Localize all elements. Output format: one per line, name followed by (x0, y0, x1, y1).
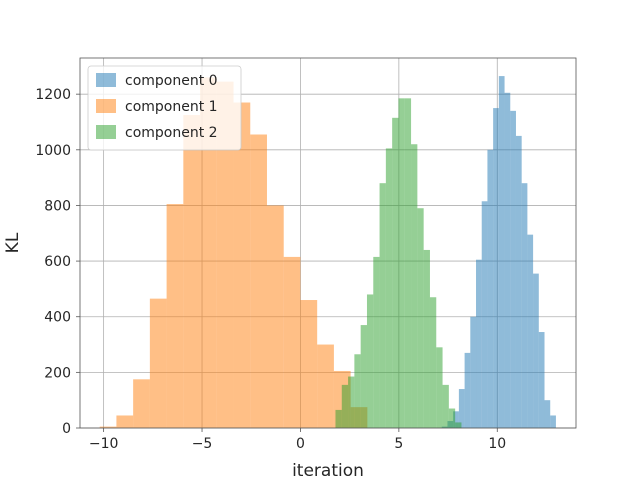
y-tick-label-3: 600 (44, 254, 71, 270)
histogram-bars (99, 76, 556, 429)
bar-series-0-bin-18 (544, 400, 551, 428)
bar-series-2-bin-11 (404, 98, 412, 428)
bar-series-2-bin-18 (448, 408, 456, 428)
bar-series-2-bin-12 (411, 144, 418, 428)
y-tick-label-6: 1200 (35, 87, 71, 103)
y-axis-ticks: 0 200 400 600 800 1000 1200 (35, 87, 80, 437)
legend-box (87, 65, 242, 151)
series-1-bars (99, 77, 368, 429)
y-tick-label-2: 400 (44, 310, 71, 326)
bar-series-1-bin-5 (183, 115, 201, 428)
bar-series-0-bin-2 (453, 411, 459, 428)
bar-series-0-bin-15 (527, 234, 534, 428)
bar-series-0-bin-4 (464, 352, 471, 428)
bar-series-0-bin-12 (510, 110, 516, 428)
bar-series-0-bin-3 (458, 389, 465, 428)
y-tick-label-1: 200 (44, 365, 71, 381)
bar-series-2-bin-5 (366, 294, 374, 428)
legend-swatch-component-2 (96, 125, 116, 139)
bar-series-1-bin-6 (200, 77, 217, 428)
y-tick-label-5: 1000 (35, 143, 71, 159)
bar-series-0-bin-10 (498, 76, 505, 429)
bar-series-1-bin-13 (317, 344, 334, 428)
bar-series-0-bin-5 (470, 316, 477, 428)
bar-series-2-bin-9 (392, 117, 399, 429)
y-tick-label-4: 800 (44, 198, 71, 214)
bar-series-1-bin-2 (133, 379, 150, 428)
bar-series-2-bin-1 (341, 384, 349, 428)
series-0-bars (441, 76, 556, 429)
bar-series-2-bin-0 (335, 409, 342, 428)
bar-series-0-bin-13 (515, 135, 522, 429)
bar-series-2-bin-16 (436, 347, 443, 428)
bar-series-1-bin-1 (116, 415, 134, 428)
bar-series-1-bin-9 (250, 134, 267, 428)
x-tick-label-4: 10 (488, 436, 506, 452)
bar-series-0-bin-8 (487, 149, 494, 428)
bar-series-1-bin-3 (149, 298, 167, 428)
bar-series-2-bin-6 (373, 256, 380, 428)
bar-series-2-bin-17 (442, 384, 449, 428)
legend-label-component-1: component 1 (125, 99, 218, 115)
bar-series-2-bin-4 (360, 325, 367, 428)
bar-series-1-bin-12 (300, 300, 318, 428)
x-axis-label: iteration (292, 461, 364, 480)
legend-swatch-component-0 (96, 73, 116, 87)
bar-series-1-bin-7 (216, 81, 234, 429)
legend-label-component-0: component 0 (125, 73, 218, 89)
bar-series-2-bin-13 (417, 208, 424, 428)
x-tick-label-0: −10 (89, 436, 119, 452)
bar-series-1-bin-11 (283, 256, 301, 428)
bar-series-0-bin-7 (481, 201, 488, 428)
bar-series-0-bin-9 (493, 108, 499, 428)
y-axis-label: KL (3, 232, 23, 253)
legend-swatch-component-1 (96, 99, 116, 113)
bar-series-1-bin-10 (266, 205, 284, 428)
bar-series-1-bin-8 (233, 102, 251, 428)
bar-series-2-bin-19 (455, 422, 462, 428)
x-tick-label-2: 0 (296, 436, 305, 452)
bar-series-0-bin-11 (504, 92, 511, 428)
x-axis-ticks: −10 −5 0 5 10 (89, 428, 506, 452)
bar-series-2-bin-14 (423, 249, 430, 428)
plot-frame (79, 57, 577, 429)
series-2-bars (335, 98, 462, 429)
x-tick-label-1: −5 (192, 436, 213, 452)
y-tick-label-0: 0 (62, 421, 71, 437)
bar-series-2-bin-8 (385, 148, 393, 429)
bar-series-1-bin-4 (166, 204, 184, 428)
bar-series-0-bin-19 (550, 415, 556, 428)
bar-series-0-bin-17 (538, 332, 545, 428)
bar-series-0-bin-14 (521, 183, 528, 428)
bar-series-2-bin-7 (379, 183, 386, 428)
bar-series-2-bin-2 (348, 376, 355, 428)
bar-series-2-bin-3 (354, 354, 361, 428)
bar-series-2-bin-10 (398, 98, 405, 428)
bar-series-1-bin-0 (99, 426, 117, 428)
bar-series-0-bin-6 (476, 259, 482, 428)
legend: component 0 component 1 component 2 (87, 65, 242, 151)
bar-series-0-bin-16 (533, 273, 539, 428)
x-tick-label-3: 5 (394, 436, 403, 452)
bar-series-2-bin-15 (429, 297, 437, 428)
legend-label-component-2: component 2 (125, 125, 218, 141)
